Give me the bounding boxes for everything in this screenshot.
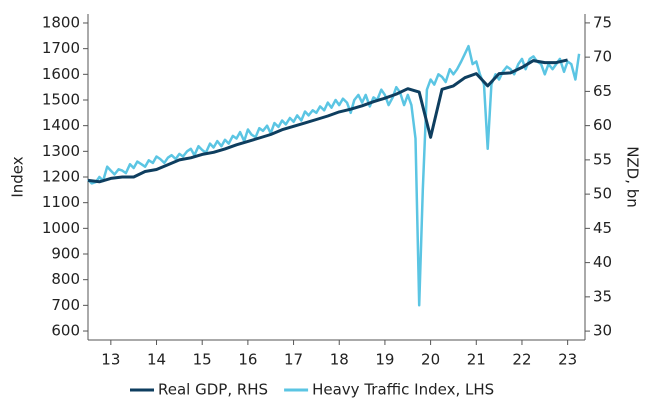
y-tick-label: 900	[51, 245, 80, 263]
x-tick-label: 13	[101, 351, 120, 369]
legend-label: Real GDP, RHS	[158, 381, 268, 399]
y-tick-label: 1700	[42, 39, 80, 57]
y2-tick-label: 35	[593, 287, 612, 305]
y2-tick-label: 30	[593, 322, 612, 340]
y2-tick-label: 40	[593, 253, 612, 271]
x-tick-label: 17	[284, 351, 303, 369]
y2-tick-label: 60	[593, 116, 612, 134]
x-tick-label: 23	[558, 351, 577, 369]
series-line	[87, 44, 581, 307]
x-tick-label: 16	[238, 351, 257, 369]
y2-axis-label: NZD, bn	[624, 146, 642, 208]
y2-tick-label: 55	[593, 150, 612, 168]
series-line	[87, 58, 568, 184]
legend-label: Heavy Traffic Index, LHS	[312, 381, 494, 399]
x-tick-label: 22	[512, 351, 531, 369]
x-tick-label: 14	[147, 351, 166, 369]
y-tick-label: 600	[51, 322, 80, 340]
y-tick-label: 1500	[42, 90, 80, 108]
y2-tick-label: 65	[593, 82, 612, 100]
y2-tick-label: 70	[593, 48, 612, 66]
x-tick-label: 15	[193, 351, 212, 369]
y-axis-label: Index	[9, 156, 27, 197]
y-tick-label: 1600	[42, 65, 80, 83]
x-tick-label: 18	[330, 351, 349, 369]
x-tick-label: 20	[421, 351, 440, 369]
y-tick-label: 1100	[42, 193, 80, 211]
y-tick-label: 700	[51, 296, 80, 314]
y-tick-label: 1400	[42, 116, 80, 134]
y-tick-label: 800	[51, 270, 80, 288]
y-tick-label: 1200	[42, 168, 80, 186]
y-tick-label: 1300	[42, 142, 80, 160]
y2-tick-label: 75	[593, 13, 612, 31]
y-tick-label: 1800	[42, 13, 80, 31]
y-tick-label: 1000	[42, 219, 80, 237]
x-tick-label: 21	[467, 351, 486, 369]
y2-tick-label: 50	[593, 185, 612, 203]
y2-tick-label: 45	[593, 219, 612, 237]
x-tick-label: 19	[375, 351, 394, 369]
